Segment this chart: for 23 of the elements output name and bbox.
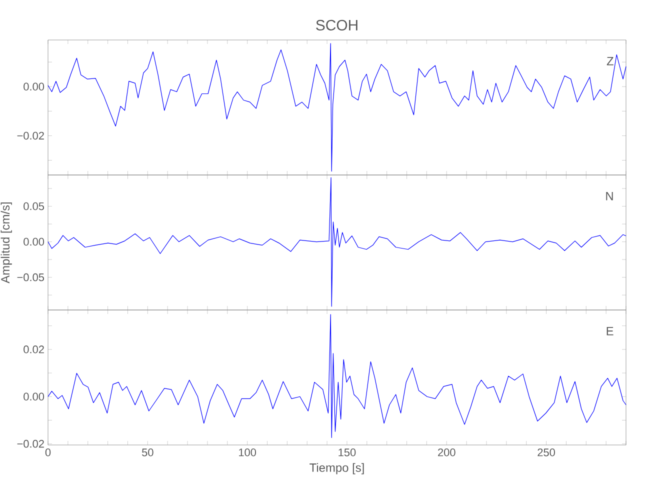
y-tick-label: 0.05 <box>24 202 44 210</box>
y-tick-label: −0.02 <box>17 440 44 448</box>
x-axis-title: Tiempo [s] <box>310 463 364 474</box>
x-tick-label: 50 <box>142 448 154 456</box>
y-tick-label: 0.00 <box>24 392 44 400</box>
y-tick-label: 0.00 <box>24 238 44 246</box>
annotation: N <box>606 192 613 200</box>
x-tick-label: 150 <box>338 448 356 456</box>
x-tick-label: 0 <box>45 448 51 456</box>
annotation: E <box>606 327 614 336</box>
line-series <box>48 43 626 172</box>
annotation: Z <box>606 57 614 66</box>
y-tick-label: −0.05 <box>17 273 44 282</box>
y-axis-title: Amplitud [cm/s] <box>0 202 12 284</box>
x-tick-label: 250 <box>538 448 555 456</box>
line-series <box>48 177 626 307</box>
line-series <box>48 314 626 438</box>
y-tick-label: 0.02 <box>24 346 44 354</box>
y-tick-label: −0.02 <box>17 132 44 140</box>
chart-title: SCOH <box>316 20 358 30</box>
x-tick-label: 200 <box>438 448 456 456</box>
y-tick-label: 0.00 <box>24 82 44 91</box>
x-tick-label: 100 <box>239 448 256 456</box>
